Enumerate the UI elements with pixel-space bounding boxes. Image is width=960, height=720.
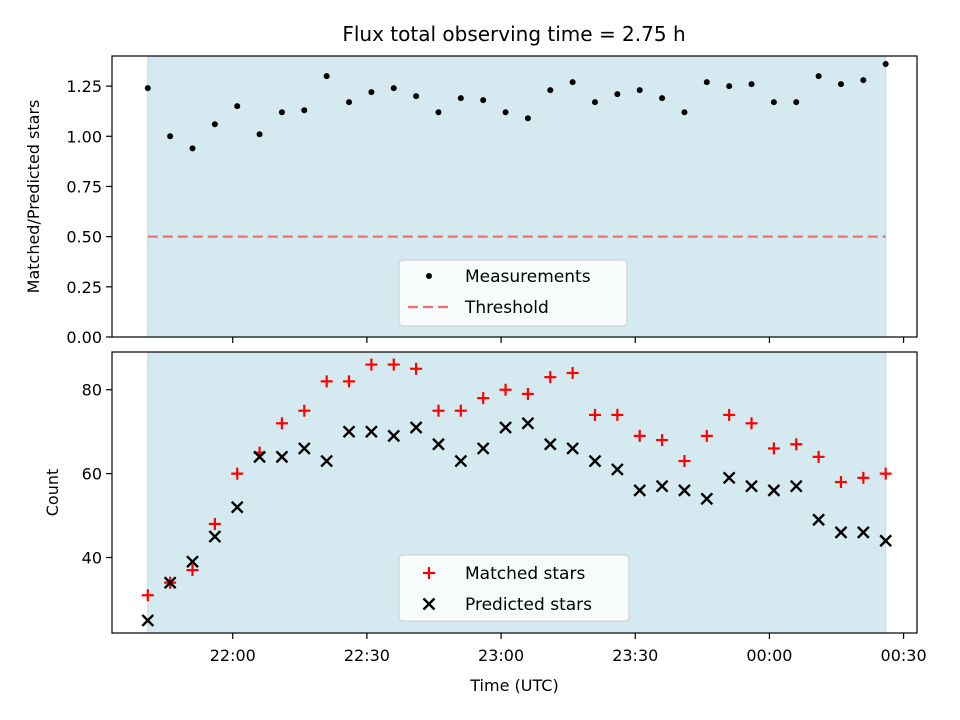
measurement-point — [614, 91, 620, 97]
measurement-point — [301, 107, 307, 113]
measurement-point — [234, 103, 240, 109]
y-tick-label: 1.00 — [66, 127, 102, 146]
measurement-point — [771, 99, 777, 105]
measurement-point — [212, 121, 218, 127]
x-tick-label: 22:00 — [210, 646, 256, 665]
measurement-point — [190, 145, 196, 151]
measurement-point — [793, 99, 799, 105]
x-axis-label: Time (UTC) — [469, 676, 558, 695]
x-tick-label: 22:30 — [344, 646, 390, 665]
chart-title: Flux total observing time = 2.75 h — [342, 22, 685, 46]
legend-threshold-label: Threshold — [464, 298, 549, 318]
top-legend: Measurements Threshold — [399, 260, 627, 326]
measurement-point — [435, 109, 441, 115]
measurement-point — [816, 73, 822, 79]
legend-predicted-label: Predicted stars — [465, 595, 592, 615]
measurement-point — [458, 95, 464, 101]
measurement-point — [592, 99, 598, 105]
y-tick-label: 0.50 — [66, 228, 102, 247]
measurement-point — [480, 97, 486, 103]
measurement-point — [257, 131, 263, 137]
y-tick-label: 0.00 — [66, 328, 102, 347]
measurement-point — [145, 85, 151, 91]
measurement-point — [368, 89, 374, 95]
top-panel: 0.00 0.25 0.50 0.75 1.00 1.25 Matched/Predict… — [24, 56, 917, 347]
measurement-point — [525, 115, 531, 121]
x-tick-label: 23:30 — [612, 646, 658, 665]
y-tick-label: 1.25 — [66, 77, 102, 96]
x-tick-label: 00:30 — [881, 646, 927, 665]
measurement-point — [637, 87, 643, 93]
measurement-point — [860, 77, 866, 83]
measurement-point — [324, 73, 330, 79]
bottom-y-axis-label: Count — [43, 469, 62, 517]
measurement-point — [570, 79, 576, 85]
y-tick-label: 40 — [82, 549, 102, 568]
y-tick-label: 80 — [82, 381, 102, 400]
measurement-point — [838, 81, 844, 87]
y-tick-label: 0.75 — [66, 177, 102, 196]
measurement-point — [883, 61, 889, 67]
measurement-point — [704, 79, 710, 85]
measurement-point — [346, 99, 352, 105]
measurement-point — [749, 81, 755, 87]
x-tick-label: 23:00 — [478, 646, 524, 665]
measurement-point — [726, 83, 732, 89]
legend-matched-label: Matched stars — [465, 564, 585, 584]
measurement-point — [279, 109, 285, 115]
measurement-point — [167, 133, 173, 139]
y-tick-label: 60 — [82, 465, 102, 484]
y-tick-label: 0.25 — [66, 278, 102, 297]
x-tick-label: 00:00 — [746, 646, 792, 665]
measurement-point — [659, 95, 665, 101]
measurement-point — [681, 109, 687, 115]
legend-measurements-label: Measurements — [465, 267, 591, 287]
legend-measurements-marker — [426, 273, 432, 279]
measurement-point — [547, 87, 553, 93]
bottom-legend: Matched stars Predicted stars — [399, 555, 629, 621]
measurement-point — [503, 109, 509, 115]
measurement-point — [391, 85, 397, 91]
top-y-axis-label: Matched/Predicted stars — [24, 100, 43, 294]
measurement-point — [413, 93, 419, 99]
